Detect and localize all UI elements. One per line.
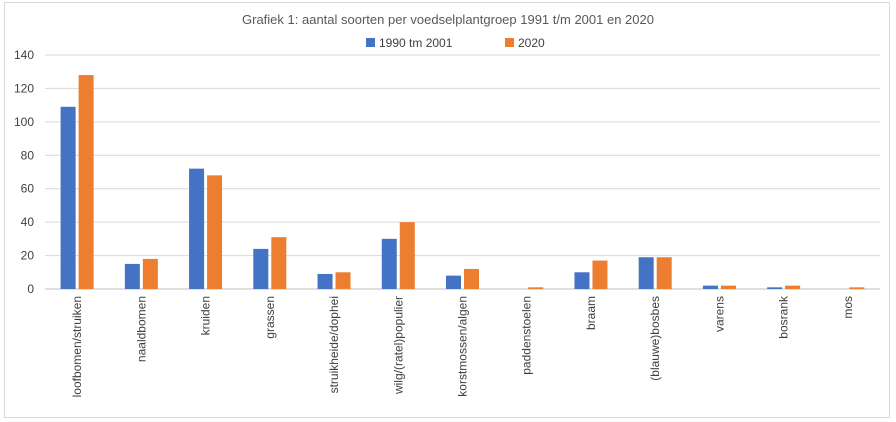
- y-tick-label: 80: [21, 148, 35, 162]
- x-tick-label: loofbomen/struiken: [70, 296, 84, 397]
- bars: [60, 75, 865, 289]
- bar-series1: [60, 106, 76, 289]
- legend-swatch: [366, 38, 375, 47]
- bar-series1: [253, 248, 269, 289]
- x-tick-label: (blauwe)bosbes: [648, 296, 662, 381]
- bar-series2: [592, 260, 608, 289]
- x-tick-label: varens: [712, 296, 726, 332]
- bar-series1: [767, 287, 783, 289]
- x-tick-label: naaldbomen: [134, 296, 148, 362]
- bar-series2: [528, 287, 544, 289]
- bar-series2: [720, 285, 736, 289]
- x-tick-label: wilg/(ratel)populier: [391, 296, 405, 395]
- y-tick-label: 120: [14, 81, 34, 95]
- y-tick-label: 60: [21, 182, 35, 196]
- y-tick-label: 140: [14, 48, 34, 62]
- bar-series2: [399, 222, 415, 289]
- gridlines: [45, 54, 880, 290]
- chart-title: Grafiek 1: aantal soorten per voedselpla…: [242, 12, 654, 27]
- legend-label: 2020: [518, 36, 545, 50]
- bar-series2: [335, 272, 351, 289]
- bar-series2: [464, 268, 479, 289]
- x-tick-label: paddenstoelen: [520, 296, 534, 375]
- bar-series1: [189, 168, 205, 289]
- bar-series1: [381, 238, 397, 289]
- bar-series2: [78, 75, 94, 289]
- x-tick-label: mos: [841, 296, 855, 319]
- bar-series2: [207, 175, 223, 289]
- bar-series1: [638, 257, 654, 289]
- x-tick-label: struikheide/dophei: [327, 296, 341, 393]
- x-tick-label: braam: [584, 296, 598, 330]
- x-tick-label: korstmossen/algen: [456, 296, 470, 397]
- legend: 1990 tm 2001 2020: [366, 36, 545, 50]
- legend-label: 1990 tm 2001: [379, 36, 453, 50]
- legend-swatch: [505, 38, 514, 47]
- x-tick-label: grassen: [263, 296, 277, 339]
- x-tick-label: bosrank: [777, 295, 791, 339]
- bar-series1: [446, 275, 461, 289]
- y-tick-label: 100: [14, 115, 34, 129]
- bar-series1: [317, 273, 333, 289]
- bar-series2: [785, 285, 801, 289]
- x-axis: loofbomen/struiken naaldbomen kruiden grass…: [70, 295, 855, 397]
- y-axis: 0 20 40 60 80 100 120 140: [14, 48, 34, 296]
- bar-series2: [271, 237, 287, 289]
- bar-series2: [142, 258, 158, 289]
- bar-series2: [849, 287, 865, 289]
- bar-series2: [656, 257, 672, 289]
- y-tick-label: 0: [27, 282, 34, 296]
- x-tick-label: kruiden: [199, 296, 213, 335]
- bar-series1: [574, 272, 590, 289]
- chart-frame: [4, 2, 890, 418]
- y-tick-label: 20: [21, 249, 35, 263]
- y-tick-label: 40: [21, 215, 35, 229]
- bar-series1: [702, 285, 718, 289]
- bar-series1: [124, 263, 140, 289]
